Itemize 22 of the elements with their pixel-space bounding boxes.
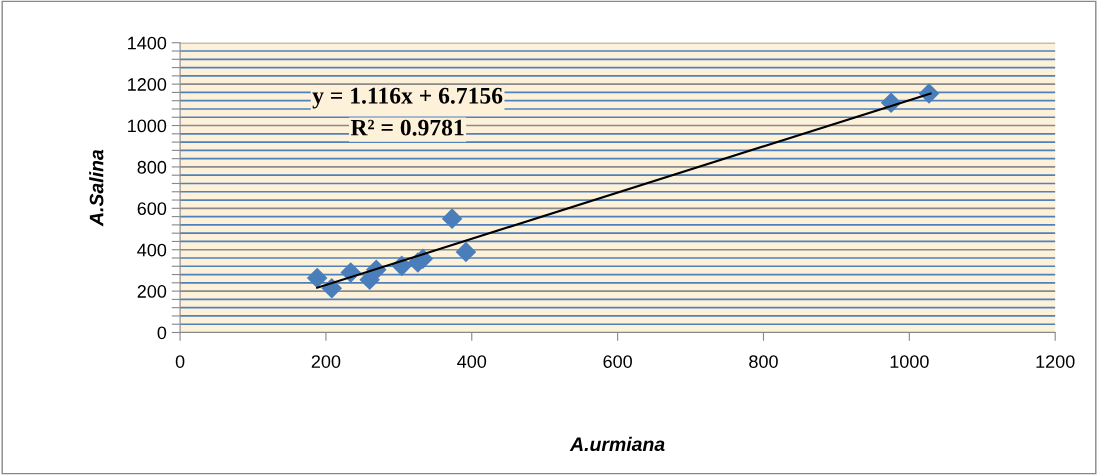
y-axis-title: A.Salina [89,149,104,227]
annotation: y = 1.116x + 6.7156 [312,87,503,109]
y-tick-label: 800 [137,160,167,174]
point [306,267,328,289]
x-tick-label: 0 [175,355,185,368]
x-axis-title: A.urmiana [569,436,665,452]
x-tick-label: 1000 [890,355,929,368]
point [455,241,477,263]
y-tick-label: 0 [157,326,167,340]
y-tick-label: 1200 [128,78,167,91]
y-tick-label: 200 [137,285,167,298]
y-tick-label: 1400 [128,36,167,50]
y-tick-label: 1000 [128,119,167,133]
point [441,208,463,229]
y-tick-label: 600 [137,202,167,216]
y-tick-label: 400 [137,243,167,257]
x-tick-label: 1200 [1036,355,1075,368]
annotation: R² = 0.9781 [350,119,464,136]
x-tick-label: 200 [311,355,341,368]
x-tick-label: 600 [603,355,632,368]
x-tick-label: 800 [749,355,778,368]
x-tick-label: 400 [457,355,487,368]
